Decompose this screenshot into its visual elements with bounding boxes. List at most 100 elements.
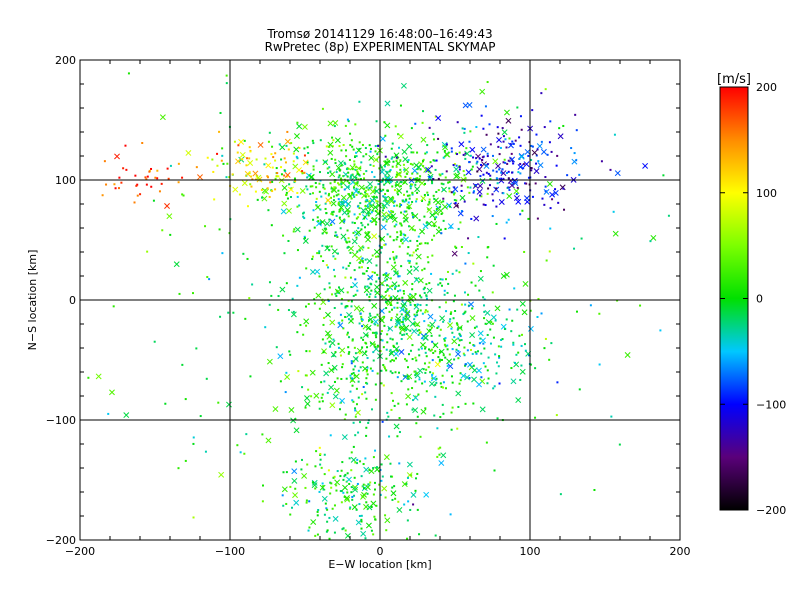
scatter-dot (319, 452, 322, 455)
scatter-cross (396, 506, 403, 513)
scatter-dot (396, 435, 399, 438)
scatter-cross (402, 156, 409, 163)
scatter-cross (238, 138, 245, 145)
scatter-dot (468, 161, 471, 164)
scatter-dot (382, 204, 385, 207)
scatter-cross (397, 133, 404, 140)
scatter-dot (488, 184, 491, 187)
scatter-dot (297, 370, 300, 373)
scatter-dot (333, 306, 336, 309)
scatter-cross (522, 280, 529, 287)
scatter-dot (363, 177, 366, 180)
scatter-dot (400, 313, 403, 316)
scatter-dot (559, 493, 562, 496)
scatter-dot (402, 308, 405, 311)
scatter-dot (396, 306, 399, 309)
scatter-dot (511, 182, 514, 185)
scatter-dot (397, 275, 400, 278)
colorbar-tick-label: 200 (756, 81, 777, 94)
scatter-cross (338, 287, 345, 294)
scatter-dot (416, 329, 419, 332)
scatter-dot (505, 146, 508, 149)
scatter-dot (340, 297, 343, 300)
scatter-dot (285, 502, 288, 505)
scatter-dot (381, 168, 384, 171)
scatter-dot (405, 332, 408, 335)
scatter-dot (391, 215, 394, 218)
scatter-dot (610, 415, 613, 418)
scatter-dot (414, 292, 417, 295)
scatter-dot (383, 206, 386, 209)
scatter-dot (421, 382, 424, 385)
scatter-dot (411, 254, 414, 257)
scatter-dot (371, 408, 374, 411)
scatter-dot (537, 298, 540, 301)
scatter-dot (367, 483, 370, 486)
scatter-dot (334, 234, 337, 237)
scatter-dot (307, 388, 310, 391)
scatter-dot (389, 285, 392, 288)
scatter-dot (459, 379, 462, 382)
scatter-dot (222, 162, 225, 165)
scatter-dot (322, 323, 325, 326)
scatter-dot (402, 323, 405, 326)
scatter-cross (277, 353, 284, 360)
scatter-dot (439, 382, 442, 385)
scatter-cross (400, 302, 407, 309)
scatter-cross (422, 223, 429, 230)
scatter-dot (343, 188, 346, 191)
scatter-cross (468, 301, 475, 308)
scatter-dot (467, 237, 470, 240)
scatter-cross (334, 137, 341, 144)
scatter-dot (249, 150, 252, 153)
scatter-dot (401, 238, 404, 241)
scatter-cross (252, 170, 259, 177)
scatter-dot (433, 198, 436, 201)
scatter-dot (366, 373, 369, 376)
scatter-dot (298, 146, 301, 149)
scatter-dot (517, 351, 520, 354)
scatter-dot (328, 282, 331, 285)
scatter-cross (432, 342, 439, 349)
scatter-dot (385, 302, 388, 305)
scatter-dot (474, 184, 477, 187)
scatter-dot (498, 355, 501, 358)
scatter-dot (486, 256, 489, 259)
scatter-dot (398, 275, 401, 278)
scatter-dot (288, 350, 291, 353)
scatter-dot (407, 388, 410, 391)
scatter-dot (425, 283, 428, 286)
scatter-dot (409, 297, 412, 300)
scatter-dot (287, 148, 290, 151)
scatter-cross (407, 294, 414, 301)
scatter-dot (409, 187, 412, 190)
scatter-dot (323, 473, 326, 476)
scatter-cross (356, 255, 362, 262)
scatter-dot (315, 159, 318, 162)
scatter-dot (349, 144, 352, 147)
scatter-dot (256, 198, 259, 201)
scatter-dot (331, 213, 334, 216)
scatter-cross (299, 187, 306, 194)
scatter-dot (331, 211, 334, 214)
scatter-dot (407, 500, 410, 503)
scatter-dot (508, 308, 511, 311)
scatter-dot (468, 140, 471, 143)
scatter-dot (290, 142, 293, 145)
scatter-dot (344, 124, 347, 127)
scatter-dot (513, 287, 516, 290)
scatter-cross (414, 186, 421, 193)
scatter-dot (431, 373, 434, 376)
scatter-dot (320, 466, 323, 469)
scatter-dot (372, 493, 375, 496)
scatter-dot (477, 350, 480, 353)
scatter-cross (301, 123, 308, 130)
scatter-dot (368, 200, 371, 203)
scatter-dot (164, 402, 167, 405)
colorbar-tick-label: 0 (756, 293, 763, 306)
scatter-cross (380, 224, 387, 231)
scatter-dot (346, 209, 349, 212)
scatter-dot (471, 165, 474, 168)
scatter-dot (169, 233, 172, 236)
scatter-dot (393, 189, 396, 192)
